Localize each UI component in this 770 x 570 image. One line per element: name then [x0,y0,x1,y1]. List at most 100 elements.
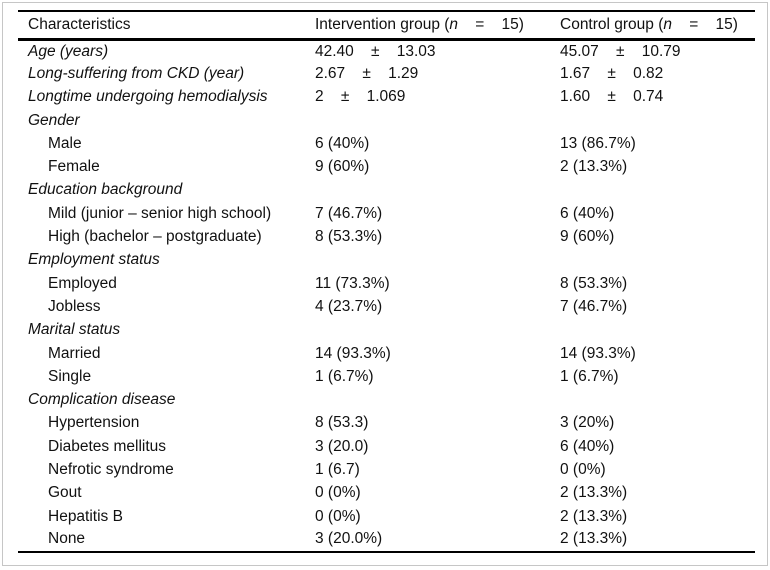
intervention-header-n-symbol: n [449,15,459,33]
control-value-cell [560,249,755,272]
column-header-control-group: Control group (n = 15) [560,11,755,41]
row-label: Single [48,367,92,385]
row-label: Education background [28,181,183,199]
table-row: High (bachelor – postgraduate) 8 (53.3%) 9… [18,225,755,248]
table-row: Female 9 (60%) 2 (13.3%) [18,155,755,178]
intervention-value-cell [315,388,560,411]
column-header-intervention-group: Intervention group (n = 15) [315,11,560,41]
table-row: Employed 11 (73.3%) 8 (53.3%) [18,272,755,295]
row-label: Female [48,158,100,176]
control-value-cell [560,179,755,202]
table-row: Long-suffering from CKD (year) 2.67 ± 1.2… [18,62,755,85]
row-label: Mild (junior – senior high school) [48,204,272,222]
control-value-cell [560,388,755,411]
intervention-value-cell: 0 (0%) [315,484,361,502]
control-value-cell [560,319,755,342]
control-value-cell: 6 (40%) [560,204,615,222]
table-row: Gout 0 (0%) 2 (13.3%) [18,482,755,505]
control-value-cell: 1 (6.7%) [560,367,619,385]
row-label: Hepatitis B [48,507,123,525]
intervention-value-cell: 4 (23.7%) [315,297,383,315]
table-row: Education background [18,179,755,202]
row-label: Longtime undergoing hemodialysis [28,88,268,106]
table-row: Marital status [18,319,755,342]
control-value-cell: 13 (86.7%) [560,134,636,152]
control-value-cell: 0 (0%) [560,460,606,478]
control-value-cell: 3 (20%) [560,414,615,432]
table-row: Hypertension 8 (53.3) 3 (20%) [18,412,755,435]
row-label: Employed [48,274,117,292]
intervention-value-cell [315,319,560,342]
control-value-cell: 45.07 ± 10.79 [560,43,681,61]
row-label: Gout [48,484,82,502]
row-label: Male [48,134,82,152]
intervention-value-cell [315,109,560,132]
row-label: Married [48,344,101,362]
control-header-suffix: = 15) [672,15,738,33]
table-header-row: Characteristics Intervention group (n = … [18,11,755,41]
row-label: Long-suffering from CKD (year) [28,64,245,82]
intervention-value-cell: 8 (53.3) [315,414,369,432]
control-value-cell: 2 (13.3%) [560,528,755,553]
table-row: Employment status [18,249,755,272]
demographics-table: Characteristics Intervention group (n = … [18,10,755,553]
control-value-cell [560,109,755,132]
control-value-cell: 1.60 ± 0.74 [560,88,664,106]
column-header-characteristics: Characteristics [18,11,315,41]
control-value-cell: 2 (13.3%) [560,484,628,502]
intervention-value-cell: 1 (6.7%) [315,367,374,385]
control-value-cell: 6 (40%) [560,437,615,455]
control-value-cell: 8 (53.3%) [560,274,628,292]
row-label: Jobless [48,297,101,315]
intervention-value-cell: 9 (60%) [315,158,370,176]
control-header-n-symbol: n [663,15,673,33]
table-row: None 3 (20.0%) 2 (13.3%) [18,528,755,553]
table-row: Longtime undergoing hemodialysis 2 ± 1.06… [18,86,755,109]
row-label: Nefrotic syndrome [48,460,174,478]
row-label: Gender [28,111,80,129]
control-value-cell: 2 (13.3%) [560,507,628,525]
intervention-value-cell: 2 ± 1.069 [315,88,406,106]
row-label: High (bachelor – postgraduate) [48,228,262,246]
table-row: Married 14 (93.3%) 14 (93.3%) [18,342,755,365]
intervention-value-cell: 11 (73.3%) [315,274,390,292]
table-row: Single 1 (6.7%) 1 (6.7%) [18,365,755,388]
intervention-value-cell [315,249,560,272]
table-row: Nefrotic syndrome 1 (6.7) 0 (0%) [18,458,755,481]
intervention-value-cell: 6 (40%) [315,134,370,152]
table-row: Complication disease [18,388,755,411]
table-row: Gender [18,109,755,132]
table-row: Hepatitis B 0 (0%) 2 (13.3%) [18,505,755,528]
intervention-value-cell: 42.40 ± 13.03 [315,43,436,61]
control-value-cell: 7 (46.7%) [560,297,628,315]
intervention-value-cell: 7 (46.7%) [315,204,383,222]
row-label: None [18,528,315,553]
table-row: Age (years) 42.40 ± 13.03 45.07 ± 10.79 [18,39,755,62]
row-label: Employment status [28,251,160,269]
intervention-value-cell: 8 (53.3%) [315,228,383,246]
control-header-prefix: Control group ( [560,15,664,33]
table-body: Age (years) 42.40 ± 13.03 45.07 ± 10.79 Lon… [18,39,755,553]
row-label: Diabetes mellitus [48,437,167,455]
control-value-cell: 1.67 ± 0.82 [560,64,664,82]
table-row: Male 6 (40%) 13 (86.7%) [18,132,755,155]
row-label: Complication disease [28,391,176,409]
intervention-value-cell: 3 (20.0) [315,437,369,455]
intervention-value-cell: 0 (0%) [315,507,361,525]
intervention-value-cell [315,179,560,202]
row-label: Marital status [28,321,121,339]
intervention-value-cell: 14 (93.3%) [315,344,391,362]
intervention-value-cell: 1 (6.7) [315,460,360,478]
intervention-value-cell: 3 (20.0%) [315,528,560,553]
control-value-cell: 2 (13.3%) [560,158,628,176]
table-row: Mild (junior – senior high school) 7 (46.… [18,202,755,225]
intervention-header-suffix: = 15) [458,15,524,33]
control-value-cell: 14 (93.3%) [560,344,636,362]
control-value-cell: 9 (60%) [560,228,615,246]
table-row: Diabetes mellitus 3 (20.0) 6 (40%) [18,435,755,458]
intervention-header-prefix: Intervention group ( [315,15,450,33]
row-label: Age (years) [28,43,109,61]
table-row: Jobless 4 (23.7%) 7 (46.7%) [18,295,755,318]
row-label: Hypertension [48,414,140,432]
